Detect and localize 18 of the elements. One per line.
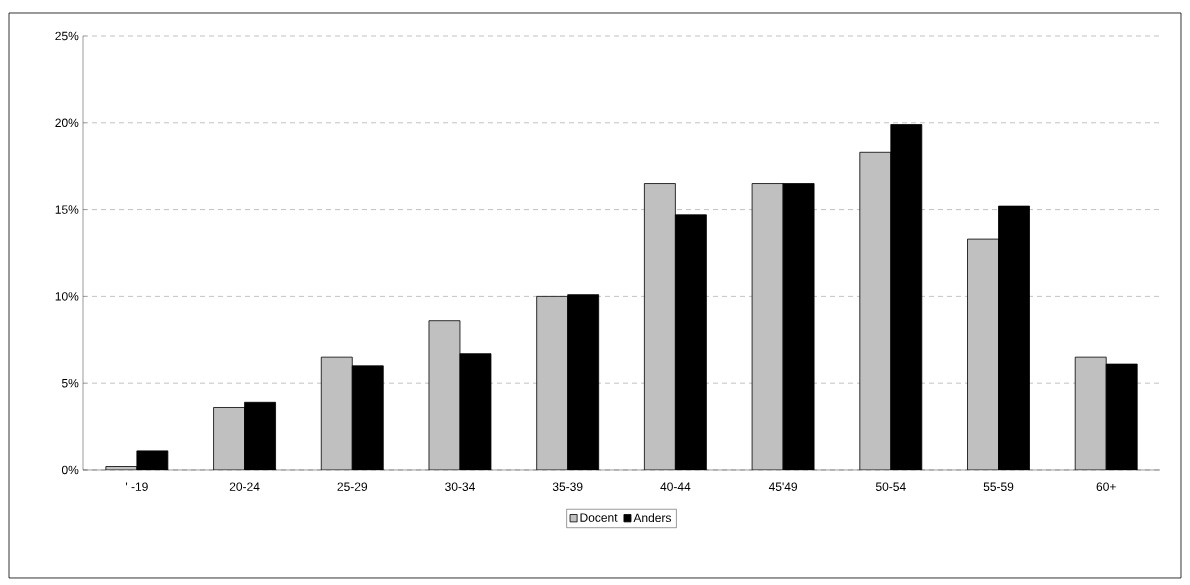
y-tick-label: 0% — [61, 465, 79, 475]
x-tick-label: 60+ — [1096, 482, 1116, 491]
x-tick-label: 50-54 — [875, 482, 906, 491]
x-tick-label: 25-29 — [337, 482, 368, 491]
legend-label: Anders — [633, 513, 671, 523]
legend-label: Docent — [580, 513, 618, 522]
x-tick-label: 20-24 — [229, 482, 260, 491]
y-tick-label: 5% — [61, 378, 79, 388]
x-tick-label: ' -19 — [125, 482, 148, 491]
y-tick-label: 25% — [55, 31, 79, 41]
y-tick-label: 15% — [55, 205, 79, 214]
x-tick-label: 40-44 — [660, 482, 691, 491]
y-tick-label: 20% — [55, 118, 79, 128]
x-tick-label: 55-59 — [983, 482, 1014, 491]
x-tick-label: 35-39 — [552, 482, 583, 491]
x-tick-label: 45'49 — [768, 482, 798, 491]
x-tick-label: 30-34 — [445, 482, 475, 491]
y-tick-label: 10% — [55, 292, 79, 301]
